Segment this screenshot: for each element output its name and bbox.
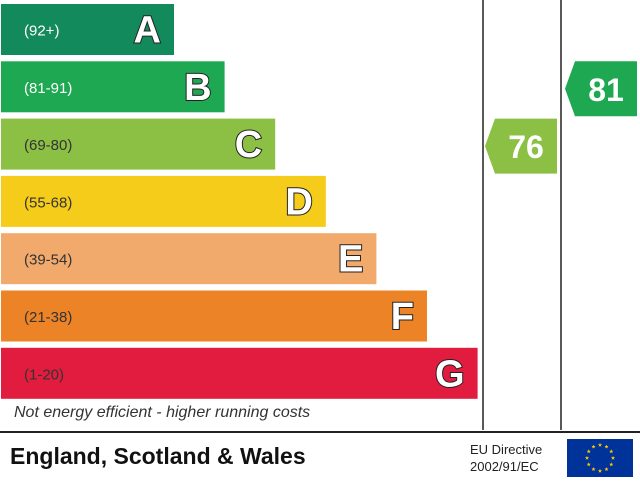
band-letter: A [134, 10, 161, 52]
band-range-label: (92+) [24, 23, 59, 40]
band-bar-f [1, 290, 427, 342]
band-letter: G [435, 353, 465, 395]
band-d: (55-68) D [1, 175, 326, 227]
eu-directive: EU Directive 2002/91/EC [470, 441, 562, 475]
band-range-label: (69-80) [24, 137, 72, 154]
eu-star-icon [597, 468, 603, 473]
eu-star-icon [584, 455, 590, 460]
band-range-label: (21-38) [24, 309, 72, 326]
band-letter: D [285, 181, 312, 223]
band-g: (1-20) G [1, 347, 478, 399]
eu-star-icon [609, 449, 614, 454]
region-label: England, Scotland & Wales [10, 443, 306, 469]
rating-arrow [565, 61, 637, 117]
band-c: (69-80) C [1, 118, 276, 170]
eu-star-icon [597, 442, 603, 447]
rating-value: 81 [588, 72, 624, 108]
eu-star-icon [591, 467, 596, 472]
potential-rating: 81 [565, 61, 637, 117]
current-rating: 76 [485, 118, 557, 174]
band-letter: E [338, 239, 363, 281]
band-f: (21-38) F [1, 290, 427, 342]
band-range-label: (1-20) [24, 366, 64, 383]
band-bar-g [1, 347, 478, 399]
eu-star-icon [586, 449, 591, 454]
eu-star-icon [604, 467, 609, 472]
band-letter: B [184, 67, 211, 109]
band-a: (92+) A [1, 4, 174, 55]
eu-star-icon [586, 462, 591, 467]
band-bar-d [1, 175, 326, 227]
band-range-label: (55-68) [24, 194, 72, 211]
directive-line-2: 2002/91/EC [470, 459, 539, 474]
band-bar-b [1, 61, 225, 113]
band-letter: F [391, 296, 414, 338]
rating-value: 76 [508, 129, 544, 165]
rating-arrow [485, 118, 557, 174]
band-range-label: (39-54) [24, 252, 72, 269]
eu-star-icon [610, 455, 616, 460]
eu-star-icon [591, 444, 596, 449]
footer: England, Scotland & Wales EU Directive 2… [0, 431, 640, 482]
directive-line-1: EU Directive [470, 442, 543, 457]
band-bar-c [1, 118, 276, 170]
band-letter: C [235, 124, 262, 166]
band-b: (81-91) B [1, 61, 225, 113]
band-bar-a [1, 4, 174, 55]
energy-rating-chart: (92+) A (81-91) B (69-80) C (55-68) D (39-54) E (2… [1, 0, 637, 430]
band-e: (39-54) E [1, 233, 377, 285]
band-bar-e [1, 233, 377, 285]
band-range-label: (81-91) [24, 80, 72, 97]
eu-star-icon [609, 462, 614, 467]
eu-flag-icon [567, 439, 633, 477]
eu-star-icon [604, 444, 609, 449]
efficiency-caption: Not energy efficient - higher running co… [14, 404, 311, 421]
